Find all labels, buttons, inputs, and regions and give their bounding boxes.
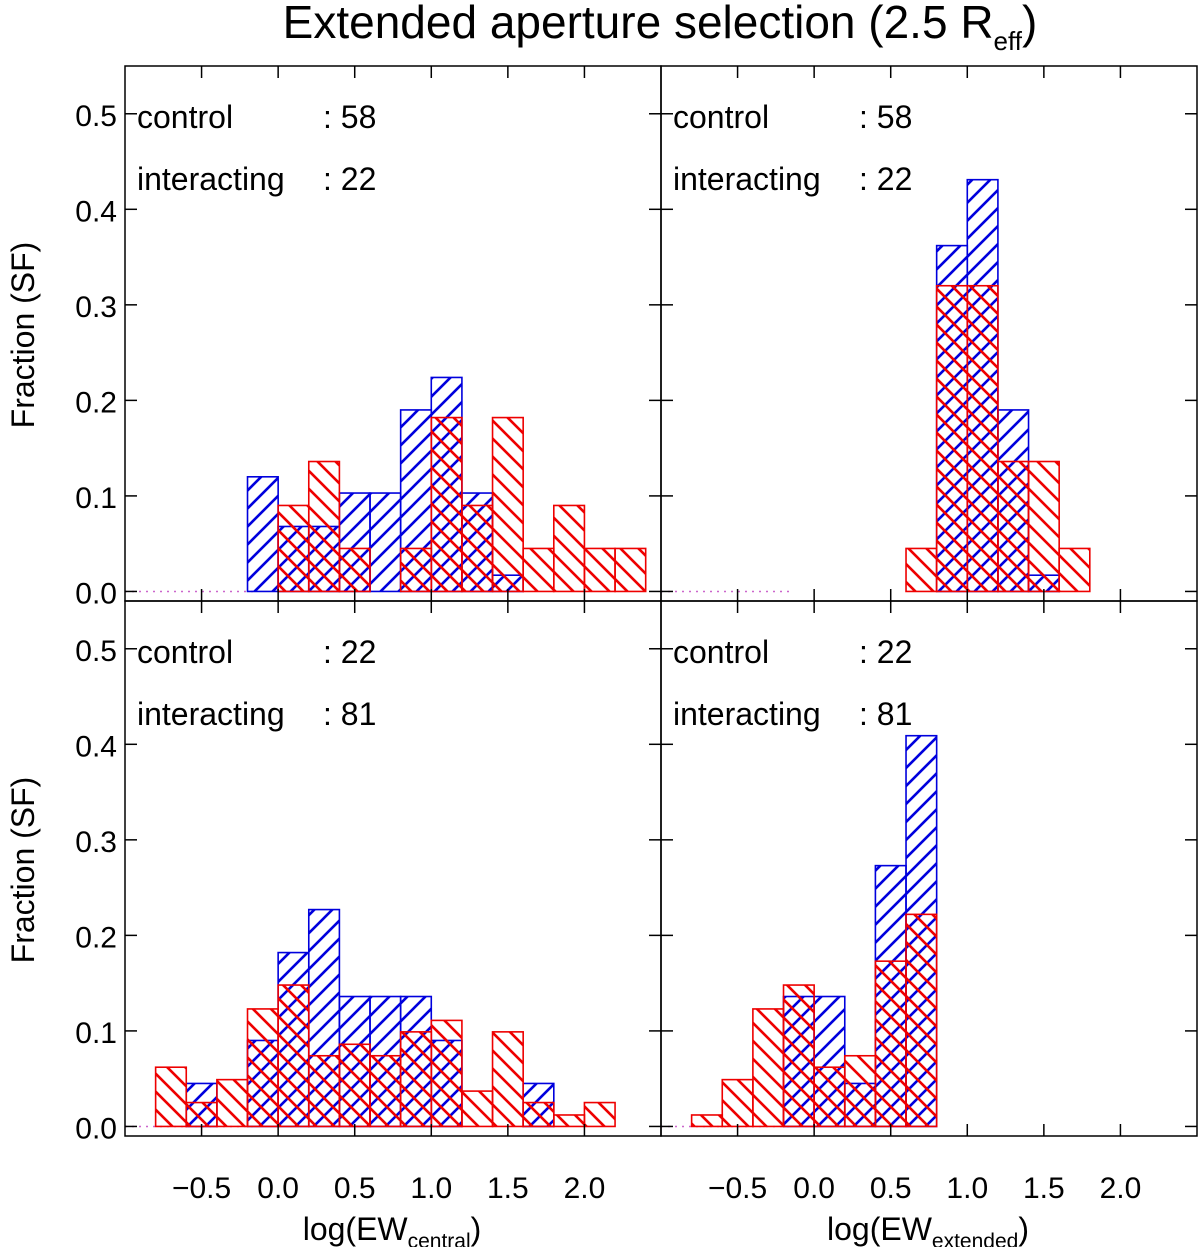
- bar-interacting-7: [905, 913, 938, 1128]
- y-tick-label: 0.5: [75, 100, 117, 133]
- panel-top-right: control : 58 interacting : 22: [660, 65, 1198, 602]
- bar-interacting-12: [522, 1101, 555, 1128]
- x-tick-label: 2.0: [1100, 1172, 1142, 1205]
- panels: 0.0 0.1 0.2 0.3 0.4 0.5 control : 58 interacting…: [75, 65, 1198, 1205]
- y-axis-label-bottom: Fraction (SF): [5, 777, 41, 964]
- x-tick-label: 0.5: [870, 1172, 912, 1205]
- annotation-count: : 58: [323, 99, 376, 135]
- annotation-count: : 58: [859, 99, 912, 135]
- bar-interacting-10: [461, 1090, 494, 1128]
- bar-interacting-8: [399, 1031, 433, 1128]
- annotation-count: : 81: [859, 696, 912, 732]
- panel-top-left: 0.0 0.1 0.2 0.3 0.4 0.5 control : 58 interacting…: [75, 65, 662, 610]
- title-tail: ): [1022, 0, 1037, 48]
- bar-interacting-5: [843, 1054, 877, 1128]
- bar-interacting-1: [721, 1078, 754, 1128]
- y-tick-label: 0.3: [75, 826, 117, 859]
- x-tick-label: 1.0: [410, 1172, 452, 1205]
- x-tick-label: 2.0: [564, 1172, 606, 1205]
- bar-interacting-4: [813, 1066, 846, 1128]
- x-tick-label: 0.5: [334, 1172, 376, 1205]
- bar-interacting-6: [874, 960, 907, 1128]
- bar-interacting-6: [491, 416, 524, 593]
- annotation-label: control: [137, 634, 233, 670]
- bar-interacting-2: [966, 284, 999, 593]
- y-tick-label: 0.0: [75, 577, 117, 610]
- y-tick-label: 0.4: [75, 195, 117, 228]
- bar-interacting-10: [614, 547, 647, 593]
- annotation-label: interacting: [673, 696, 821, 732]
- annotation-count: : 22: [859, 161, 912, 197]
- bar-interacting-13: [552, 1114, 586, 1128]
- x-tick-label: 1.5: [487, 1172, 529, 1205]
- y-axis-label-top: Fraction (SF): [5, 242, 41, 429]
- bar-interacting-3: [997, 460, 1030, 593]
- bar-interacting-3: [246, 1008, 279, 1128]
- bar-interacting-0: [905, 547, 938, 593]
- bar-interacting-5: [461, 504, 494, 593]
- y-tick-label: 0.1: [75, 1017, 117, 1050]
- x-tick-label: 0.0: [257, 1172, 299, 1205]
- annotation-count: : 81: [323, 696, 376, 732]
- bar-interacting-14: [583, 1101, 616, 1128]
- bar-interacting-5: [1058, 547, 1091, 593]
- y-tick-label: 0.1: [75, 482, 117, 515]
- y-tick-label: 0.2: [75, 386, 117, 419]
- bar-control-0: [246, 476, 279, 593]
- panel-bottom-right: −0.5 0.0 0.5 1.0 1.5 2.0 control : 22 interactin…: [660, 600, 1198, 1205]
- bar-interacting-4: [1027, 460, 1060, 593]
- bar-interacting-1: [935, 284, 969, 593]
- annotation-label: control: [137, 99, 233, 135]
- x-tick-label: 1.0: [946, 1172, 988, 1205]
- x-tick-label: 0.0: [793, 1172, 835, 1205]
- bar-interacting-1: [185, 1101, 218, 1128]
- panel-frame: [660, 600, 1198, 1137]
- annotation-count: : 22: [323, 634, 376, 670]
- bar-interacting-9: [430, 1019, 463, 1128]
- annotation-label: control: [673, 99, 769, 135]
- y-tick-label: 0.4: [75, 730, 117, 763]
- bar-interacting-2: [752, 1008, 785, 1128]
- bar-interacting-6: [338, 1043, 371, 1128]
- y-tick-label: 0.2: [75, 921, 117, 954]
- panel-bottom-left: −0.5 0.0 0.5 1.0 1.5 2.0 0.0 0.1 0.2 0.3 0.4 0.5 con…: [75, 600, 662, 1205]
- y-tick-label: 0.5: [75, 635, 117, 668]
- bar-interacting-1: [307, 460, 341, 593]
- bar-interacting-3: [782, 984, 815, 1128]
- bar-interacting-4: [430, 416, 463, 593]
- bar-interacting-9: [583, 547, 616, 593]
- title-main: Extended aperture selection (2.5 R: [283, 0, 994, 48]
- title-subscript: eff: [994, 26, 1023, 56]
- bar-interacting-8: [552, 504, 586, 593]
- bar-interacting-3: [399, 547, 433, 593]
- x-axis-label-left: log(EWcentral): [303, 1211, 482, 1247]
- annotation-count: : 22: [859, 634, 912, 670]
- annotation-count: : 22: [323, 161, 376, 197]
- bar-interacting-0: [154, 1066, 188, 1128]
- x-axis-label-right: log(EWextended): [827, 1211, 1029, 1247]
- bar-control-4: [369, 492, 402, 593]
- annotation-label: interacting: [137, 161, 285, 197]
- bar-interacting-11: [491, 1031, 524, 1128]
- bar-interacting-0: [690, 1114, 724, 1128]
- y-tick-label: 0.3: [75, 291, 117, 324]
- bar-interacting-0: [277, 504, 310, 593]
- x-tick-label: −0.5: [172, 1172, 231, 1205]
- bar-interacting-4: [277, 984, 310, 1128]
- annotation-label: interacting: [673, 161, 821, 197]
- bar-interacting-7: [522, 547, 555, 593]
- x-tick-label: 1.5: [1023, 1172, 1065, 1205]
- annotation-label: control: [673, 634, 769, 670]
- bar-interacting-7: [369, 1054, 402, 1128]
- annotation-label: interacting: [137, 696, 285, 732]
- y-tick-label: 0.0: [75, 1112, 117, 1145]
- bar-interacting-2: [216, 1078, 249, 1128]
- x-tick-label: −0.5: [708, 1172, 767, 1205]
- panel-frame: [660, 65, 1198, 602]
- bar-interacting-2: [338, 547, 371, 593]
- bar-interacting-5: [307, 1054, 341, 1128]
- figure-title: Extended aperture selection (2.5 Reff): [283, 0, 1038, 56]
